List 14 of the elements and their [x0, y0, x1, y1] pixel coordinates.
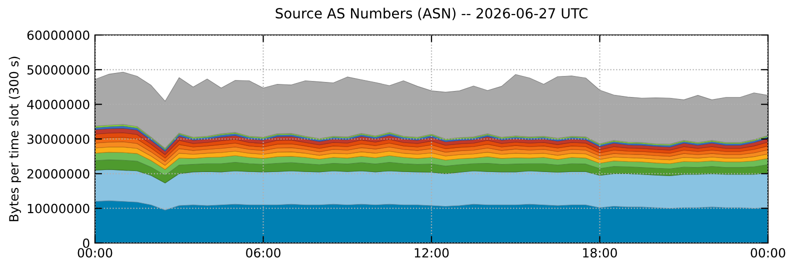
y-tick-label: 50000000	[27, 65, 90, 75]
y-tick-label: 30000000	[27, 134, 90, 144]
chart-title: Source AS Numbers (ASN) -- 2026-06-27 UTC	[276, 8, 588, 20]
x-tick-label: 00:00	[78, 248, 112, 258]
x-tick-label: 06:00	[246, 248, 280, 258]
x-tick-label: 12:00	[414, 248, 449, 258]
y-axis-title: Bytes per time slot (300 s)	[8, 56, 21, 222]
y-tick-label: 10000000	[28, 204, 90, 214]
y-tick-label: 40000000	[27, 100, 90, 110]
y-tick-label: 0	[83, 238, 90, 248]
x-tick-label: 00:00	[750, 248, 786, 258]
y-tick-label: 20000000	[27, 169, 90, 179]
x-tick-label: 18:00	[583, 248, 617, 258]
y-tick-label: 60000000	[27, 30, 90, 40]
